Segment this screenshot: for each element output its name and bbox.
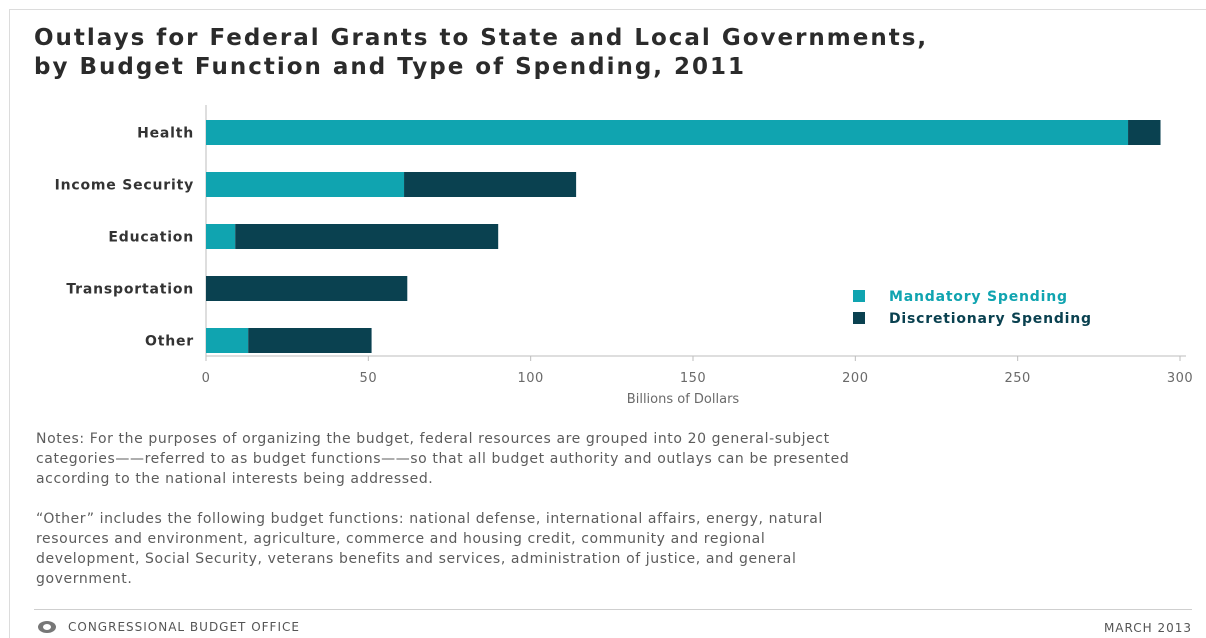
category-label: Health <box>137 126 194 142</box>
bar-discretionary <box>206 276 408 301</box>
legend-swatch <box>853 290 865 302</box>
bar-discretionary <box>404 172 577 197</box>
footer-date: MARCH 2013 <box>1103 621 1192 635</box>
bar-mandatory <box>206 224 236 249</box>
other-definition-paragraph: “Other” includes the following budget fu… <box>36 509 1186 589</box>
x-tick-label: 200 <box>842 371 868 386</box>
bar-mandatory <box>206 120 1129 145</box>
legend-label: Discretionary Spending <box>889 311 1092 327</box>
x-tick-label: 100 <box>518 371 544 386</box>
notes-line: categories——referred to as budget functi… <box>36 451 850 467</box>
bar-discretionary <box>248 328 372 353</box>
x-tick-label: 250 <box>1005 371 1031 386</box>
category-label: Other <box>145 334 194 350</box>
category-label: Education <box>108 230 194 246</box>
bar-discretionary <box>235 224 499 249</box>
notes-line: resources and environment, agriculture, … <box>36 531 766 547</box>
cbo-seal-icon <box>38 621 56 633</box>
x-axis-label: Billions of Dollars <box>627 392 740 407</box>
notes-line: “Other” includes the following budget fu… <box>36 511 823 527</box>
legend-swatch <box>853 312 865 324</box>
x-tick-label: 300 <box>1167 371 1193 386</box>
footer-source: CONGRESSIONAL BUDGET OFFICE <box>36 620 300 634</box>
category-label: Income Security <box>55 178 194 194</box>
chart-title-line: Outlays for Federal Grants to State and … <box>34 25 929 51</box>
x-tick-label: 150 <box>680 371 706 386</box>
bar-mandatory <box>206 172 405 197</box>
bar-chart: 0 50 100 150 200 250 300 Billions of Dollars Hea… <box>55 105 1193 407</box>
chart-title-line: by Budget Function and Type of Spending,… <box>34 54 747 80</box>
footer-source-text: CONGRESSIONAL BUDGET OFFICE <box>68 620 300 634</box>
legend-label: Mandatory Spending <box>889 289 1068 305</box>
notes-line: government. <box>36 571 133 587</box>
notes-line: Notes: For the purposes of organizing th… <box>36 431 830 447</box>
category-label: Transportation <box>66 282 194 298</box>
bar-discretionary <box>1128 120 1161 145</box>
bar-mandatory <box>206 328 249 353</box>
notes-paragraph: Notes: For the purposes of organizing th… <box>36 429 1186 489</box>
notes-line: according to the national interests bein… <box>36 471 434 487</box>
x-tick-label: 50 <box>360 371 378 386</box>
figure-frame <box>9 9 1206 638</box>
notes-line: development, Social Security, veterans b… <box>36 551 797 567</box>
footer-divider <box>34 609 1192 610</box>
x-tick-label: 0 <box>202 371 211 386</box>
chart-title: Outlays for Federal Grants to State and … <box>34 24 1184 82</box>
